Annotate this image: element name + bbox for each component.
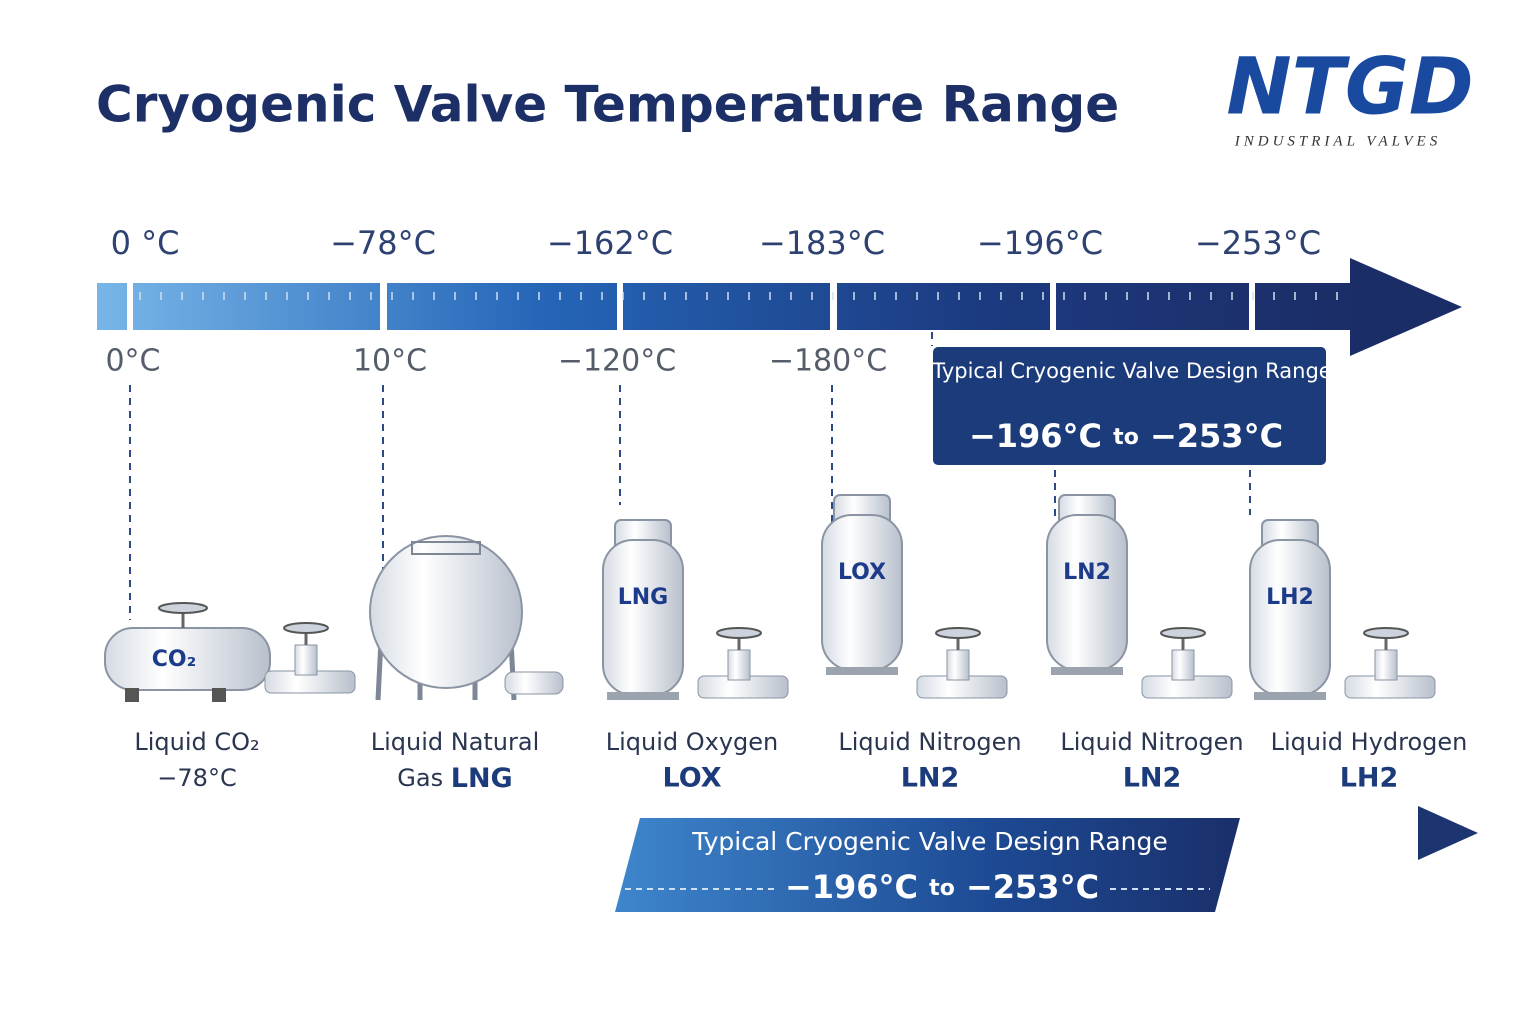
scale-dividers bbox=[127, 283, 1255, 330]
bottom-label: 0°C bbox=[105, 344, 160, 379]
tank-label: LH2 bbox=[1266, 585, 1314, 610]
bottom-label: 10°C bbox=[353, 344, 427, 379]
valve-wheel bbox=[283, 622, 329, 634]
valve-wheel bbox=[158, 602, 208, 614]
banner-arrowhead bbox=[1418, 806, 1478, 860]
valve-body bbox=[294, 644, 318, 676]
bottom-label: −120°C bbox=[558, 344, 676, 379]
railing bbox=[411, 541, 481, 555]
caption-code: LN2 bbox=[901, 763, 960, 794]
valve-wheel bbox=[1160, 627, 1206, 639]
top-label: 0 °C bbox=[111, 224, 180, 262]
caption: Liquid Nitrogen bbox=[1060, 728, 1243, 756]
tank-base bbox=[607, 692, 679, 700]
valve-wheel bbox=[716, 627, 762, 639]
valve-body bbox=[727, 649, 751, 681]
tank-body bbox=[821, 514, 903, 671]
banner-title: Typical Cryogenic Valve Design Range bbox=[691, 827, 1168, 856]
valve-wheel bbox=[1363, 627, 1409, 639]
top-label: −196°C bbox=[977, 224, 1103, 262]
valve-wheel bbox=[935, 627, 981, 639]
scale-bar bbox=[97, 283, 1357, 330]
logo-brand: NTGD bbox=[1226, 42, 1473, 132]
caption: Liquid Nitrogen bbox=[838, 728, 1021, 756]
tank-body bbox=[602, 539, 684, 696]
guides bbox=[129, 332, 1251, 620]
callout-range: −196°C to −253°C bbox=[969, 417, 1283, 455]
tank-body bbox=[1249, 539, 1331, 696]
tank-label: LNG bbox=[618, 585, 669, 610]
callout-title: Typical Cryogenic Valve Design Range bbox=[931, 359, 1331, 383]
tank-base bbox=[826, 667, 898, 675]
valve-body bbox=[1171, 649, 1195, 681]
tank-body bbox=[104, 627, 271, 691]
tanks: CO₂ LNG LOX LN2 LH2 bbox=[104, 494, 1436, 702]
banner-range: −196°C to −253°C bbox=[785, 868, 1099, 906]
caption: Liquid CO₂ bbox=[134, 728, 259, 756]
bottom-label: −180°C bbox=[769, 344, 887, 379]
top-label: −253°C bbox=[1195, 224, 1321, 262]
caption-code: LOX bbox=[662, 763, 721, 794]
caption-code: LNG bbox=[451, 763, 513, 794]
caption: Gas LNG bbox=[397, 763, 512, 794]
top-label: −78°C bbox=[330, 224, 436, 262]
tank-base bbox=[1051, 667, 1123, 675]
callout-box bbox=[933, 347, 1326, 465]
valve-body bbox=[946, 649, 970, 681]
top-label: −162°C bbox=[547, 224, 673, 262]
callout-to: −253°C bbox=[1150, 417, 1283, 455]
pipe bbox=[504, 671, 564, 695]
caption-code: LH2 bbox=[1340, 763, 1399, 794]
banner-to: −253°C bbox=[966, 868, 1099, 906]
scale-ticks bbox=[139, 292, 1338, 300]
scale-arrowhead bbox=[1350, 258, 1462, 356]
tank-base bbox=[1254, 692, 1326, 700]
caption-line: Gas bbox=[397, 764, 443, 792]
tank-label: LOX bbox=[838, 560, 886, 585]
banner-from: −196°C bbox=[785, 868, 918, 906]
sphere bbox=[369, 535, 523, 689]
banner-joiner: to bbox=[929, 876, 955, 901]
valve-body bbox=[1374, 649, 1398, 681]
caption: Liquid Natural bbox=[371, 728, 540, 756]
caption: Liquid Oxygen bbox=[606, 728, 779, 756]
callout-from: −196°C bbox=[969, 417, 1102, 455]
caption-code: LN2 bbox=[1123, 763, 1182, 794]
tank-label: LN2 bbox=[1063, 560, 1111, 585]
tank-leg bbox=[212, 688, 226, 702]
caption: −78°C bbox=[157, 764, 236, 792]
callout-joiner: to bbox=[1113, 425, 1139, 450]
caption: Liquid Hydrogen bbox=[1271, 728, 1468, 756]
tank-leg bbox=[125, 688, 139, 702]
logo-tagline: INDUSTRIAL VALVES bbox=[1234, 133, 1441, 149]
tank-body bbox=[1046, 514, 1128, 671]
tank-label: CO₂ bbox=[152, 647, 196, 672]
top-label: −183°C bbox=[759, 224, 885, 262]
title: Cryogenic Valve Temperature Range bbox=[96, 76, 1119, 134]
